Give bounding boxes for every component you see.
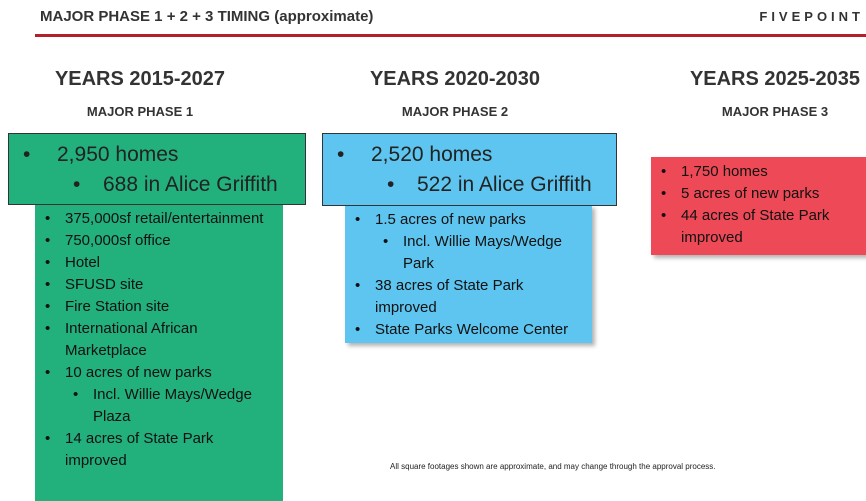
bullet: • [355, 211, 361, 228]
headline-row: • 2,520 homes [337, 140, 616, 170]
subitem-text: Incl. Willie Mays/Wedge Plaza [93, 386, 252, 425]
item-text: International African Marketplace [65, 320, 198, 359]
item-text: Hotel [65, 254, 101, 271]
phase-name: MAJOR PHASE 1 [86, 104, 194, 119]
headline-row: • 688 in Alice Griffith [23, 170, 305, 200]
item-text: State Parks Welcome Center [375, 321, 569, 338]
bullet: • [73, 173, 81, 196]
bullet: • [45, 276, 51, 293]
list-item: • Fire Station site [45, 296, 277, 318]
footnote: All square footages shown are approximat… [390, 462, 716, 471]
bullet: • [45, 232, 51, 249]
item-text: 10 acres of new parks [65, 364, 212, 381]
item-text: Fire Station site [65, 298, 170, 315]
item-text: SFUSD site [65, 276, 144, 293]
list-item: • 1.5 acres of new parks [355, 209, 586, 231]
list-item: • SFUSD site [45, 274, 277, 296]
list-item: • 10 acres of new parks [45, 362, 277, 384]
item-text: 5 acres of new parks [681, 185, 820, 202]
bullet: • [387, 173, 395, 196]
logo: FIVEPOINT [759, 9, 864, 24]
headline-sub: 688 in Alice Griffith [103, 173, 278, 196]
bullet: • [45, 364, 51, 381]
list-item: • 44 acres of State Park improved [661, 205, 860, 249]
headline-box: • 2,950 homes • 688 in Alice Griffith [8, 133, 306, 205]
slide-title: MAJOR PHASE 1 + 2 + 3 TIMING (approximat… [40, 8, 374, 25]
item-text: 1,750 homes [681, 163, 768, 180]
bullet: • [73, 386, 79, 403]
phase-body: • 1,750 homes • 5 acres of new parks • 44 acr… [651, 157, 866, 255]
list-subitem: • Incl. Willie Mays/Wedge Plaza [45, 384, 277, 428]
subitem-text: Incl. Willie Mays/Wedge Park [403, 233, 562, 272]
bullet: • [661, 185, 667, 202]
list-item: • 5 acres of new parks [661, 183, 860, 205]
bullet: • [23, 143, 31, 166]
headline-main: 2,520 homes [371, 143, 493, 166]
list-item: • International African Marketplace [45, 318, 277, 362]
item-text: 38 acres of State Park improved [375, 277, 524, 316]
headline-sub: 522 in Alice Griffith [417, 173, 592, 196]
phase-body: • 375,000sf retail/entertainment • 750,000s… [35, 204, 283, 501]
list-item: • State Parks Welcome Center [355, 319, 586, 341]
list-item: • Hotel [45, 252, 277, 274]
bullet: • [355, 321, 361, 338]
headline-row: • 522 in Alice Griffith [337, 170, 616, 200]
phase-body: • 1.5 acres of new parks • Incl. Willie May… [345, 205, 592, 343]
list-item: • 38 acres of State Park improved [355, 275, 586, 319]
phase-years: YEARS 2015-2027 [54, 68, 226, 90]
list-subitem: • Incl. Willie Mays/Wedge Park [355, 231, 586, 275]
phase-name: MAJOR PHASE 2 [401, 104, 509, 119]
item-text: 44 acres of State Park improved [681, 207, 830, 246]
bullet: • [661, 163, 667, 180]
bullet: • [661, 207, 667, 224]
bullet: • [45, 254, 51, 271]
item-text: 14 acres of State Park improved [65, 430, 214, 469]
bullet: • [45, 298, 51, 315]
title-rule [35, 34, 866, 37]
list-item: • 1,750 homes [661, 161, 860, 183]
phase-years: YEARS 2020-2030 [369, 68, 541, 90]
item-text: 375,000sf retail/entertainment [65, 210, 264, 227]
list-item: • 375,000sf retail/entertainment [45, 208, 277, 230]
phase-name: MAJOR PHASE 3 [721, 104, 829, 119]
list-item: • 750,000sf office [45, 230, 277, 252]
list-item: • 14 acres of State Park improved [45, 428, 277, 472]
bullet: • [383, 233, 389, 250]
item-text: 750,000sf office [65, 232, 171, 249]
headline-box: • 2,520 homes • 522 in Alice Griffith [322, 133, 617, 206]
headline-main: 2,950 homes [57, 143, 179, 166]
bullet: • [45, 430, 51, 447]
phase-years: YEARS 2025-2035 [689, 68, 861, 90]
headline-row: • 2,950 homes [23, 140, 305, 170]
bullet: • [45, 320, 51, 337]
bullet: • [45, 210, 51, 227]
bullet: • [355, 277, 361, 294]
item-text: 1.5 acres of new parks [375, 211, 526, 228]
bullet: • [337, 143, 345, 166]
